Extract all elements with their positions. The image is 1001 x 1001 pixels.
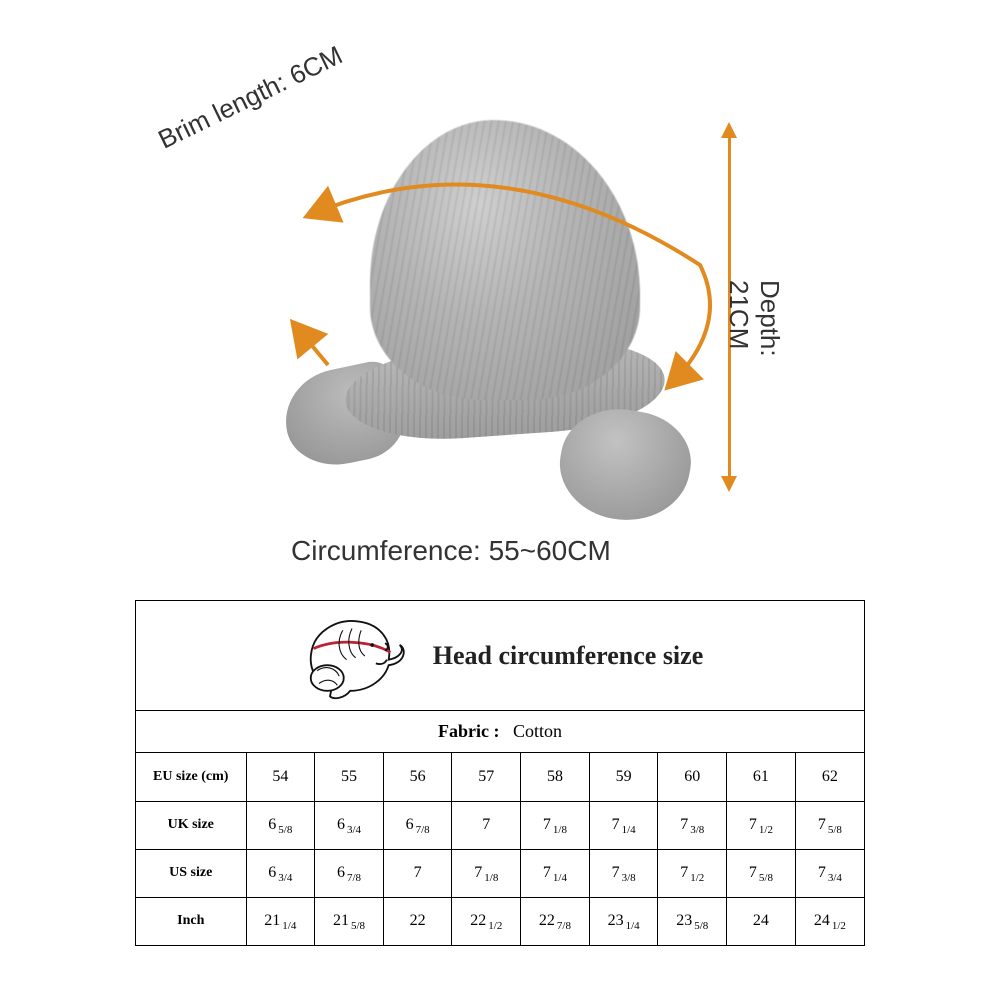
size-cell: 7 bbox=[452, 801, 521, 849]
table-row: Inch211/4215/822221/2227/8231/4235/82424… bbox=[136, 897, 864, 945]
size-cell: 227/8 bbox=[521, 897, 590, 945]
hat-crown bbox=[370, 120, 640, 400]
arrow-up-icon bbox=[721, 122, 737, 138]
size-cell: 54 bbox=[246, 753, 315, 801]
table-row: US size63/467/8771/871/473/871/275/873/4 bbox=[136, 849, 864, 897]
size-chart: Head circumference size Fabric : Cotton … bbox=[135, 600, 865, 946]
size-cell: 73/8 bbox=[658, 801, 727, 849]
depth-label: Depth: 21CM bbox=[723, 280, 785, 357]
size-cell: 71/4 bbox=[589, 801, 658, 849]
circumference-label: Circumference: 55~60CM bbox=[291, 535, 611, 567]
size-chart-title: Head circumference size bbox=[433, 641, 704, 671]
row-label: US size bbox=[136, 849, 246, 897]
size-cell: 58 bbox=[521, 753, 590, 801]
table-row: EU size (cm)545556575859606162 bbox=[136, 753, 864, 801]
arrow-down-icon bbox=[721, 476, 737, 492]
size-cell: 7 bbox=[383, 849, 452, 897]
size-cell: 71/8 bbox=[452, 849, 521, 897]
fabric-row: Fabric : Cotton bbox=[136, 711, 864, 753]
size-cell: 67/8 bbox=[383, 801, 452, 849]
size-cell: 75/8 bbox=[795, 801, 864, 849]
size-cell: 63/4 bbox=[246, 849, 315, 897]
row-label: EU size (cm) bbox=[136, 753, 246, 801]
hat-diagram: Brim length: 6CM Depth: 21CM bbox=[120, 40, 840, 540]
table-row: UK size65/863/467/8771/871/473/871/275/8 bbox=[136, 801, 864, 849]
size-cell: 62 bbox=[795, 753, 864, 801]
size-cell: 71/2 bbox=[727, 801, 796, 849]
size-cell: 75/8 bbox=[727, 849, 796, 897]
size-cell: 59 bbox=[589, 753, 658, 801]
size-cell: 241/2 bbox=[795, 897, 864, 945]
size-cell: 22 bbox=[383, 897, 452, 945]
size-chart-header: Head circumference size bbox=[136, 601, 864, 711]
size-cell: 55 bbox=[315, 753, 384, 801]
fabric-label: Fabric : bbox=[438, 721, 499, 741]
size-cell: 71/4 bbox=[521, 849, 590, 897]
size-cell: 24 bbox=[727, 897, 796, 945]
size-cell: 71/8 bbox=[521, 801, 590, 849]
row-label: UK size bbox=[136, 801, 246, 849]
size-cell: 235/8 bbox=[658, 897, 727, 945]
size-cell: 221/2 bbox=[452, 897, 521, 945]
size-cell: 67/8 bbox=[315, 849, 384, 897]
size-cell: 73/4 bbox=[795, 849, 864, 897]
size-cell: 215/8 bbox=[315, 897, 384, 945]
size-cell: 71/2 bbox=[658, 849, 727, 897]
size-cell: 63/4 bbox=[315, 801, 384, 849]
size-cell: 65/8 bbox=[246, 801, 315, 849]
size-cell: 61 bbox=[727, 753, 796, 801]
fabric-value: Cotton bbox=[513, 721, 562, 741]
size-cell: 60 bbox=[658, 753, 727, 801]
size-cell: 57 bbox=[452, 753, 521, 801]
size-cell: 56 bbox=[383, 753, 452, 801]
head-profile-icon bbox=[297, 612, 407, 700]
size-cell: 73/8 bbox=[589, 849, 658, 897]
row-label: Inch bbox=[136, 897, 246, 945]
size-grid: EU size (cm)545556575859606162UK size65/… bbox=[136, 753, 864, 945]
size-cell: 231/4 bbox=[589, 897, 658, 945]
hat-illustration bbox=[290, 110, 690, 490]
size-cell: 211/4 bbox=[246, 897, 315, 945]
